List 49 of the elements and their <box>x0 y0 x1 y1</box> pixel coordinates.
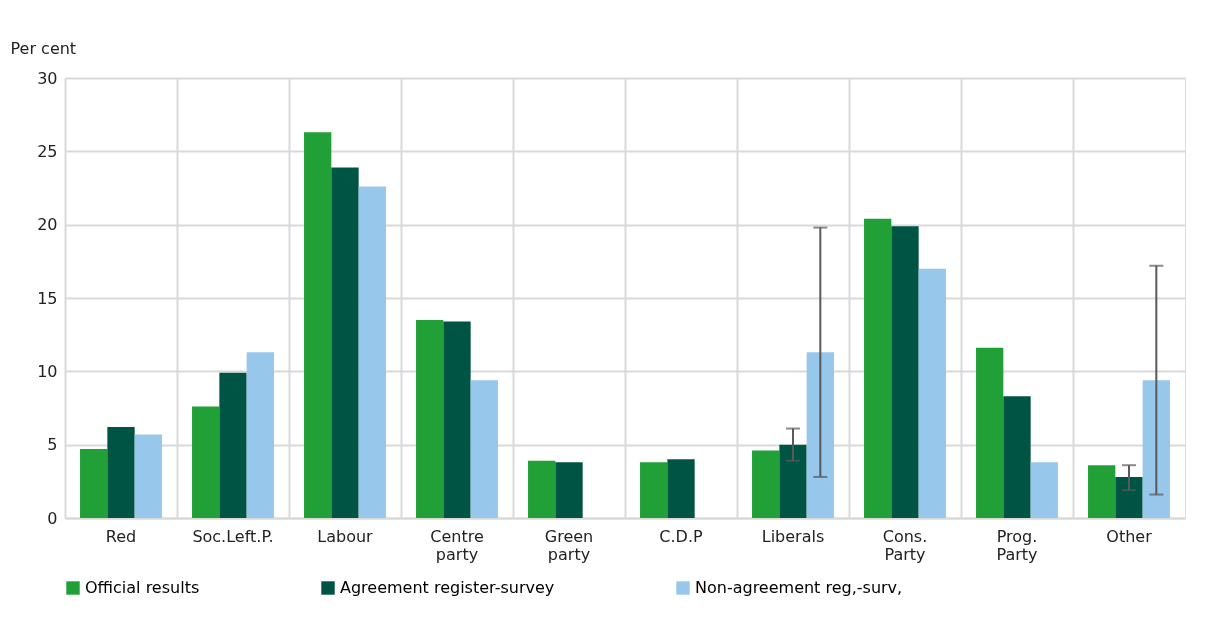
x-tick-label: Green party <box>544 526 594 564</box>
x-tick-label: Red <box>105 526 137 546</box>
bar <box>918 268 946 518</box>
y-tick-label: 5 <box>47 435 58 455</box>
bar <box>1003 396 1031 518</box>
x-tick-label: Labour <box>317 526 374 546</box>
y-tick-label: 20 <box>37 215 58 235</box>
legend-label: Official results <box>85 578 200 597</box>
y-axis-title: Per cent <box>10 38 77 58</box>
bar <box>219 372 247 518</box>
x-tick-label: Cons. Party <box>882 526 928 564</box>
bar <box>107 427 135 518</box>
bar <box>779 444 807 518</box>
bar <box>80 449 108 518</box>
y-tick-label: 30 <box>37 68 58 88</box>
y-tick-label: 10 <box>37 361 58 381</box>
bar <box>358 186 386 518</box>
bar <box>752 450 780 518</box>
bar <box>864 218 892 518</box>
y-tick-label: 15 <box>37 288 58 308</box>
bar <box>640 462 668 518</box>
bar <box>443 321 471 518</box>
bar <box>304 132 332 518</box>
bar <box>416 320 444 518</box>
bar <box>667 459 695 518</box>
legend-label: Non-agreement reg,-surv, <box>695 578 903 597</box>
x-tick-label: C.D.P <box>659 526 704 546</box>
x-tick-label: Soc.Left.P. <box>192 526 274 546</box>
legend-label: Agreement register-survey <box>340 578 555 597</box>
x-tick-label: Prog. Party <box>996 526 1038 564</box>
bar <box>806 352 834 518</box>
bar <box>976 347 1004 518</box>
bar <box>192 406 220 518</box>
bar <box>1088 465 1116 518</box>
y-tick-label: 25 <box>37 141 58 161</box>
bar <box>470 380 498 518</box>
bar <box>246 352 274 518</box>
bar <box>1115 476 1143 518</box>
bar <box>134 434 162 518</box>
x-tick-label: Other <box>1106 526 1153 546</box>
bar <box>331 167 359 518</box>
bar <box>1030 462 1058 518</box>
bar <box>555 462 583 518</box>
y-tick-label: 0 <box>47 508 58 528</box>
bar <box>891 226 919 518</box>
x-tick-label: Liberals <box>761 526 825 546</box>
bar <box>1142 380 1170 518</box>
bar <box>528 460 556 518</box>
x-tick-label: Centre party <box>430 526 484 564</box>
